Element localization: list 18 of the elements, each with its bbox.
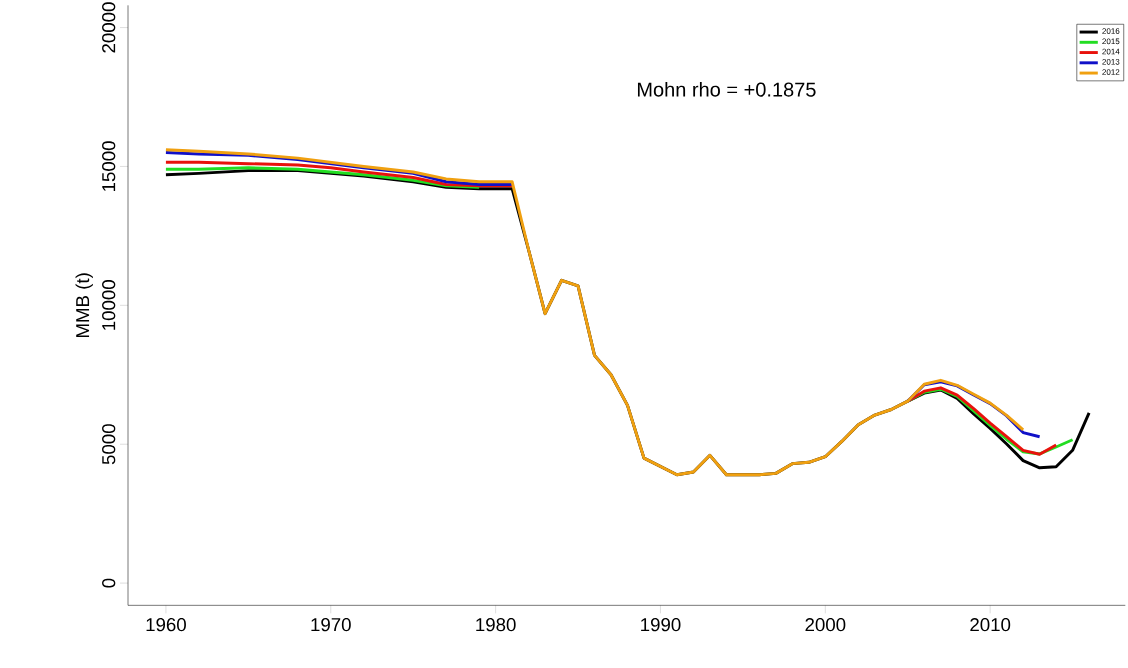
x-tick-label: 1980	[476, 618, 516, 632]
x-tick-label: 1970	[311, 618, 351, 632]
legend-label: 2016	[1102, 28, 1120, 34]
legend-label: 2014	[1102, 48, 1120, 55]
y-tick-label: 15000	[102, 141, 116, 191]
y-tick-label: 5000	[102, 424, 116, 465]
x-tick-label: 1960	[146, 618, 186, 632]
x-tick-label: 1990	[641, 618, 681, 632]
legend-label: 2012	[1102, 69, 1120, 75]
y-tick-label: 10000	[102, 280, 116, 330]
annotation: Mohn rho = +0.1875	[637, 81, 816, 97]
y-axis-title: MMB (t)	[75, 273, 93, 337]
x-tick-label: 2000	[805, 618, 846, 632]
y-tick-label: 20000	[102, 2, 116, 53]
legend-label: 2013	[1102, 59, 1120, 65]
x-tick-label: 2010	[970, 618, 1011, 632]
legend-label: 2015	[1102, 38, 1120, 45]
y-tick-label: 0	[102, 578, 116, 588]
